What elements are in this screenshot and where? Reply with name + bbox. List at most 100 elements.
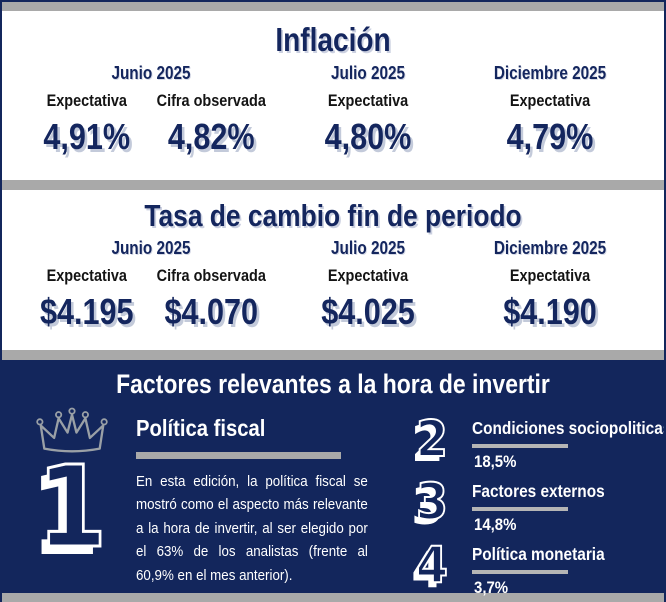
factor-item-2: 2 Condiciones sociopoliticas 18,5% (406, 410, 666, 472)
factor-label-text: Condiciones sociopoliticas (472, 418, 666, 438)
month-header: Julio 2025 (279, 238, 457, 259)
cell-value-text: 4,91% (43, 116, 131, 157)
cell-value: 4,80% (279, 116, 457, 158)
divider (2, 350, 664, 360)
factor-text: Condiciones sociopoliticas 18,5% (472, 416, 666, 472)
cell-value: $4.025 (279, 291, 457, 333)
month-header: Diciembre 2025 (461, 63, 639, 84)
cell-label-text: Expectativa (327, 91, 409, 110)
cell-value-text: $4.025 (321, 291, 415, 332)
rank1-heading-text: Política fiscal (136, 415, 266, 441)
factors-content: 1 Política fiscal En esta edición, la po… (2, 400, 664, 598)
inflation-junio-observada: Cifra observada 4,82% (147, 91, 276, 158)
cell-label-text: Expectativa (46, 266, 127, 285)
factor-number: 2 (415, 410, 449, 468)
exchange-section: Tasa de cambio fin de periodo Junio 2025… (2, 190, 664, 350)
factor-label-text: Política monetaria (472, 544, 605, 564)
factor-number: 4 (415, 536, 449, 594)
exchange-title-text: Tasa de cambio fin de periodo (144, 198, 522, 233)
factor-value-text: 14,8% (474, 515, 517, 534)
exchange-col-julio: Julio 2025 Expectativa $4.025 (279, 238, 457, 333)
cell-label-text: Expectativa (509, 91, 591, 110)
cell-label: Expectativa (27, 91, 147, 111)
month-header: Julio 2025 (279, 63, 457, 84)
rank1-detail: Política fiscal En esta edición, la polí… (136, 402, 388, 598)
factor-label: Condiciones sociopoliticas (472, 418, 666, 439)
factor-rule (472, 570, 568, 574)
cell-label-text: Expectativa (46, 91, 127, 110)
inflation-columns: Junio 2025 Expectativa 4,91% Cifra obser… (2, 59, 664, 158)
factor-value-text: 3,7% (474, 578, 509, 597)
month-header-text: Diciembre 2025 (493, 238, 607, 258)
rank1-number: 1 (36, 443, 109, 573)
cell-label-text: Expectativa (509, 266, 591, 285)
factor-value: 14,8% (472, 515, 623, 535)
exchange-col-diciembre: Diciembre 2025 Expectativa $4.190 (461, 238, 639, 333)
month-header-text: Junio 2025 (111, 238, 191, 258)
cell-value: 4,91% (27, 116, 147, 158)
divider-bottom (2, 593, 664, 602)
cell-value: 4,82% (147, 116, 276, 158)
cell-label: Expectativa (27, 266, 147, 286)
junio-pair: Expectativa 4,91% Cifra observada 4,82% (27, 91, 275, 158)
junio-pair: Expectativa $4.195 Cifra observada $4.07… (27, 266, 275, 333)
cell-label-text: Expectativa (327, 266, 409, 285)
cell-value-text: 4,80% (324, 116, 412, 157)
cell-value: $4.190 (461, 291, 639, 333)
inflation-junio-expectativa: Expectativa 4,91% (27, 91, 147, 158)
cell-value: $4.195 (27, 291, 147, 333)
factor-number: 3 (415, 473, 449, 531)
month-header-text: Diciembre 2025 (493, 63, 607, 83)
factor-label: Factores externos (472, 481, 623, 502)
factor-value-text: 18,5% (474, 452, 517, 471)
factor-text: Política monetaria 3,7% (472, 542, 623, 598)
cell-label: Expectativa (279, 266, 457, 286)
month-header: Junio 2025 (27, 63, 275, 84)
factor-item-3: 3 Factores externos 14,8% (406, 473, 664, 535)
crown-icon (36, 407, 108, 453)
factor-rule (472, 444, 568, 448)
month-header-text: Julio 2025 (330, 63, 405, 83)
factor-text: Factores externos 14,8% (472, 479, 623, 535)
cell-value-text: 4,79% (506, 116, 594, 157)
factor-item-4: 4 Política monetaria 3,7% (406, 536, 664, 598)
cell-label-text: Cifra observada (156, 91, 266, 110)
cell-value: $4.070 (147, 291, 276, 333)
cell-label: Expectativa (279, 91, 457, 111)
inflation-section: Inflación Junio 2025 Expectativa 4,91% C… (2, 11, 664, 180)
factor-rule (472, 507, 568, 511)
other-factors-list: 2 Condiciones sociopoliticas 18,5% 3 Fac… (406, 402, 666, 598)
exchange-junio-expectativa: Expectativa $4.195 (27, 266, 147, 333)
month-header-text: Julio 2025 (330, 238, 405, 258)
cell-label-text: Cifra observada (156, 266, 266, 285)
divider-top (2, 2, 664, 11)
month-header: Diciembre 2025 (461, 238, 639, 259)
factor-label-text: Factores externos (472, 481, 605, 501)
cell-label: Expectativa (461, 266, 639, 286)
month-header-text: Junio 2025 (111, 63, 191, 83)
factors-section: Factores relevantes a la hora de inverti… (2, 360, 664, 597)
cell-label: Expectativa (461, 91, 639, 111)
cell-value-text: $4.195 (39, 291, 134, 332)
factor-label: Política monetaria (472, 544, 623, 565)
factor-value: 3,7% (472, 578, 623, 598)
inflation-col-junio: Junio 2025 Expectativa 4,91% Cifra obser… (27, 63, 275, 158)
cell-label: Cifra observada (147, 91, 276, 111)
cell-label: Cifra observada (147, 266, 276, 286)
exchange-junio-observada: Cifra observada $4.070 (147, 266, 276, 333)
factors-title-text: Factores relevantes a la hora de inverti… (116, 369, 550, 399)
rank1-badge: 1 (16, 402, 128, 598)
inflation-title: Inflación (2, 11, 664, 59)
inflation-title-text: Inflación (275, 21, 391, 58)
rank1-body: En esta edición, la política fiscal se m… (136, 474, 368, 584)
inflation-col-julio: Julio 2025 Expectativa 4,80% (279, 63, 457, 158)
cell-value-text: $4.070 (163, 291, 258, 332)
month-header: Junio 2025 (27, 238, 275, 259)
cell-value-text: 4,82% (167, 116, 255, 157)
inflation-col-diciembre: Diciembre 2025 Expectativa 4,79% (461, 63, 639, 158)
cell-value: 4,79% (461, 116, 639, 158)
factors-title: Factores relevantes a la hora de inverti… (2, 360, 664, 400)
rank1-heading: Política fiscal (136, 415, 388, 442)
cell-value-text: $4.190 (503, 291, 597, 332)
factor-value: 18,5% (472, 452, 664, 472)
